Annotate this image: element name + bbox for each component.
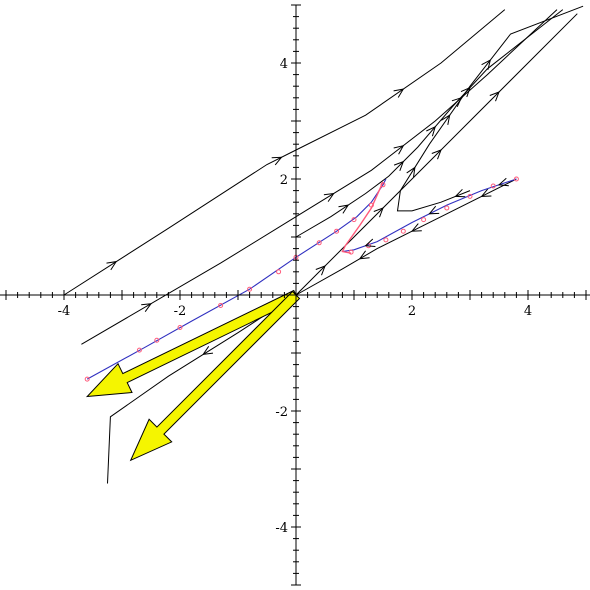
trajectory-3-arrow-4: [460, 86, 471, 98]
trajectory-5-arrow-2: [406, 166, 416, 178]
special-marker-4: [177, 324, 183, 330]
trajectory-4-arrow-1: [315, 265, 326, 276]
trajectory-1-arrow-1: [106, 260, 118, 271]
hook-marker-9: [513, 176, 519, 182]
trajectory-3: [295, 9, 564, 238]
special-marker-1: [84, 376, 90, 382]
trajectory-5-arrow-3: [441, 114, 451, 125]
x-tick-label: 4: [524, 304, 532, 319]
trajectory-3-arrow-2: [393, 160, 405, 171]
special-marker-10: [334, 228, 340, 234]
hook-arrow-1: [364, 238, 376, 247]
x-tick-label: -2: [174, 304, 187, 319]
trajectory-6-arrow-5: [202, 346, 214, 356]
hook-curve-line: [342, 178, 517, 253]
trajectory-5-arrow-1: [454, 188, 466, 198]
special-marker-6: [247, 286, 253, 292]
big-arrow-1: [85, 289, 299, 398]
tick-labels: -4 -2 2 4 4 2 -2 -4: [58, 57, 532, 536]
hook-marker-1: [348, 249, 354, 255]
axes: [0, 4, 590, 586]
trajectory-4-arrow-4: [489, 91, 500, 102]
hook-marker-6: [444, 205, 450, 211]
trajectory-6-arrow-2: [410, 223, 422, 232]
special-marker-11: [351, 217, 357, 223]
special-marker-2: [136, 347, 142, 353]
hook-curve: [341, 176, 519, 255]
hook-arrow-3: [497, 177, 509, 187]
special-marker-9: [316, 240, 322, 246]
trajectory-2-arrow-1: [141, 303, 153, 312]
hook-marker-3: [383, 237, 389, 243]
hook-curve-red-segment: [341, 181, 384, 254]
x-tick-label: 2: [408, 304, 416, 319]
hook-marker-8: [490, 183, 496, 189]
trajectory-4: [295, 13, 578, 296]
y-tick-label: -4: [275, 521, 288, 536]
trajectory-1-arrow-2: [271, 156, 283, 166]
trajectory-6-arrow-3: [358, 250, 370, 260]
y-tick-label: 2: [280, 173, 288, 188]
hook-arrow-2: [428, 205, 440, 215]
y-tick-label: -2: [275, 405, 288, 420]
hook-marker-5: [421, 217, 427, 223]
hook-marker-4: [400, 228, 406, 234]
trajectory-3-arrow-1: [338, 204, 350, 214]
trajectories: [63, 5, 584, 484]
trajectory-5-arrow-4: [481, 59, 492, 70]
trajectory-6: [107, 178, 517, 484]
direction-arrows: [85, 289, 301, 462]
x-tick-label: -4: [58, 304, 71, 319]
special-marker-7: [276, 269, 282, 275]
trajectory-5: [396, 5, 584, 212]
big-arrow-2: [129, 290, 301, 462]
trajectory-2-arrow-2: [323, 192, 335, 202]
trajectory-4-arrow-2: [373, 207, 384, 218]
trajectory-6-arrow-1: [480, 188, 492, 197]
special-marker-3: [154, 337, 160, 343]
trajectory-2-arrow-3: [393, 144, 405, 155]
hook-marker-7: [467, 193, 473, 199]
y-tick-label: 4: [280, 57, 288, 72]
special-marker-5: [218, 302, 224, 308]
trajectory-4-arrow-3: [431, 149, 442, 160]
trajectory-2: [81, 9, 558, 345]
trajectory-1-arrow-3: [393, 88, 405, 98]
trajectory-3-arrow-3: [426, 125, 436, 137]
